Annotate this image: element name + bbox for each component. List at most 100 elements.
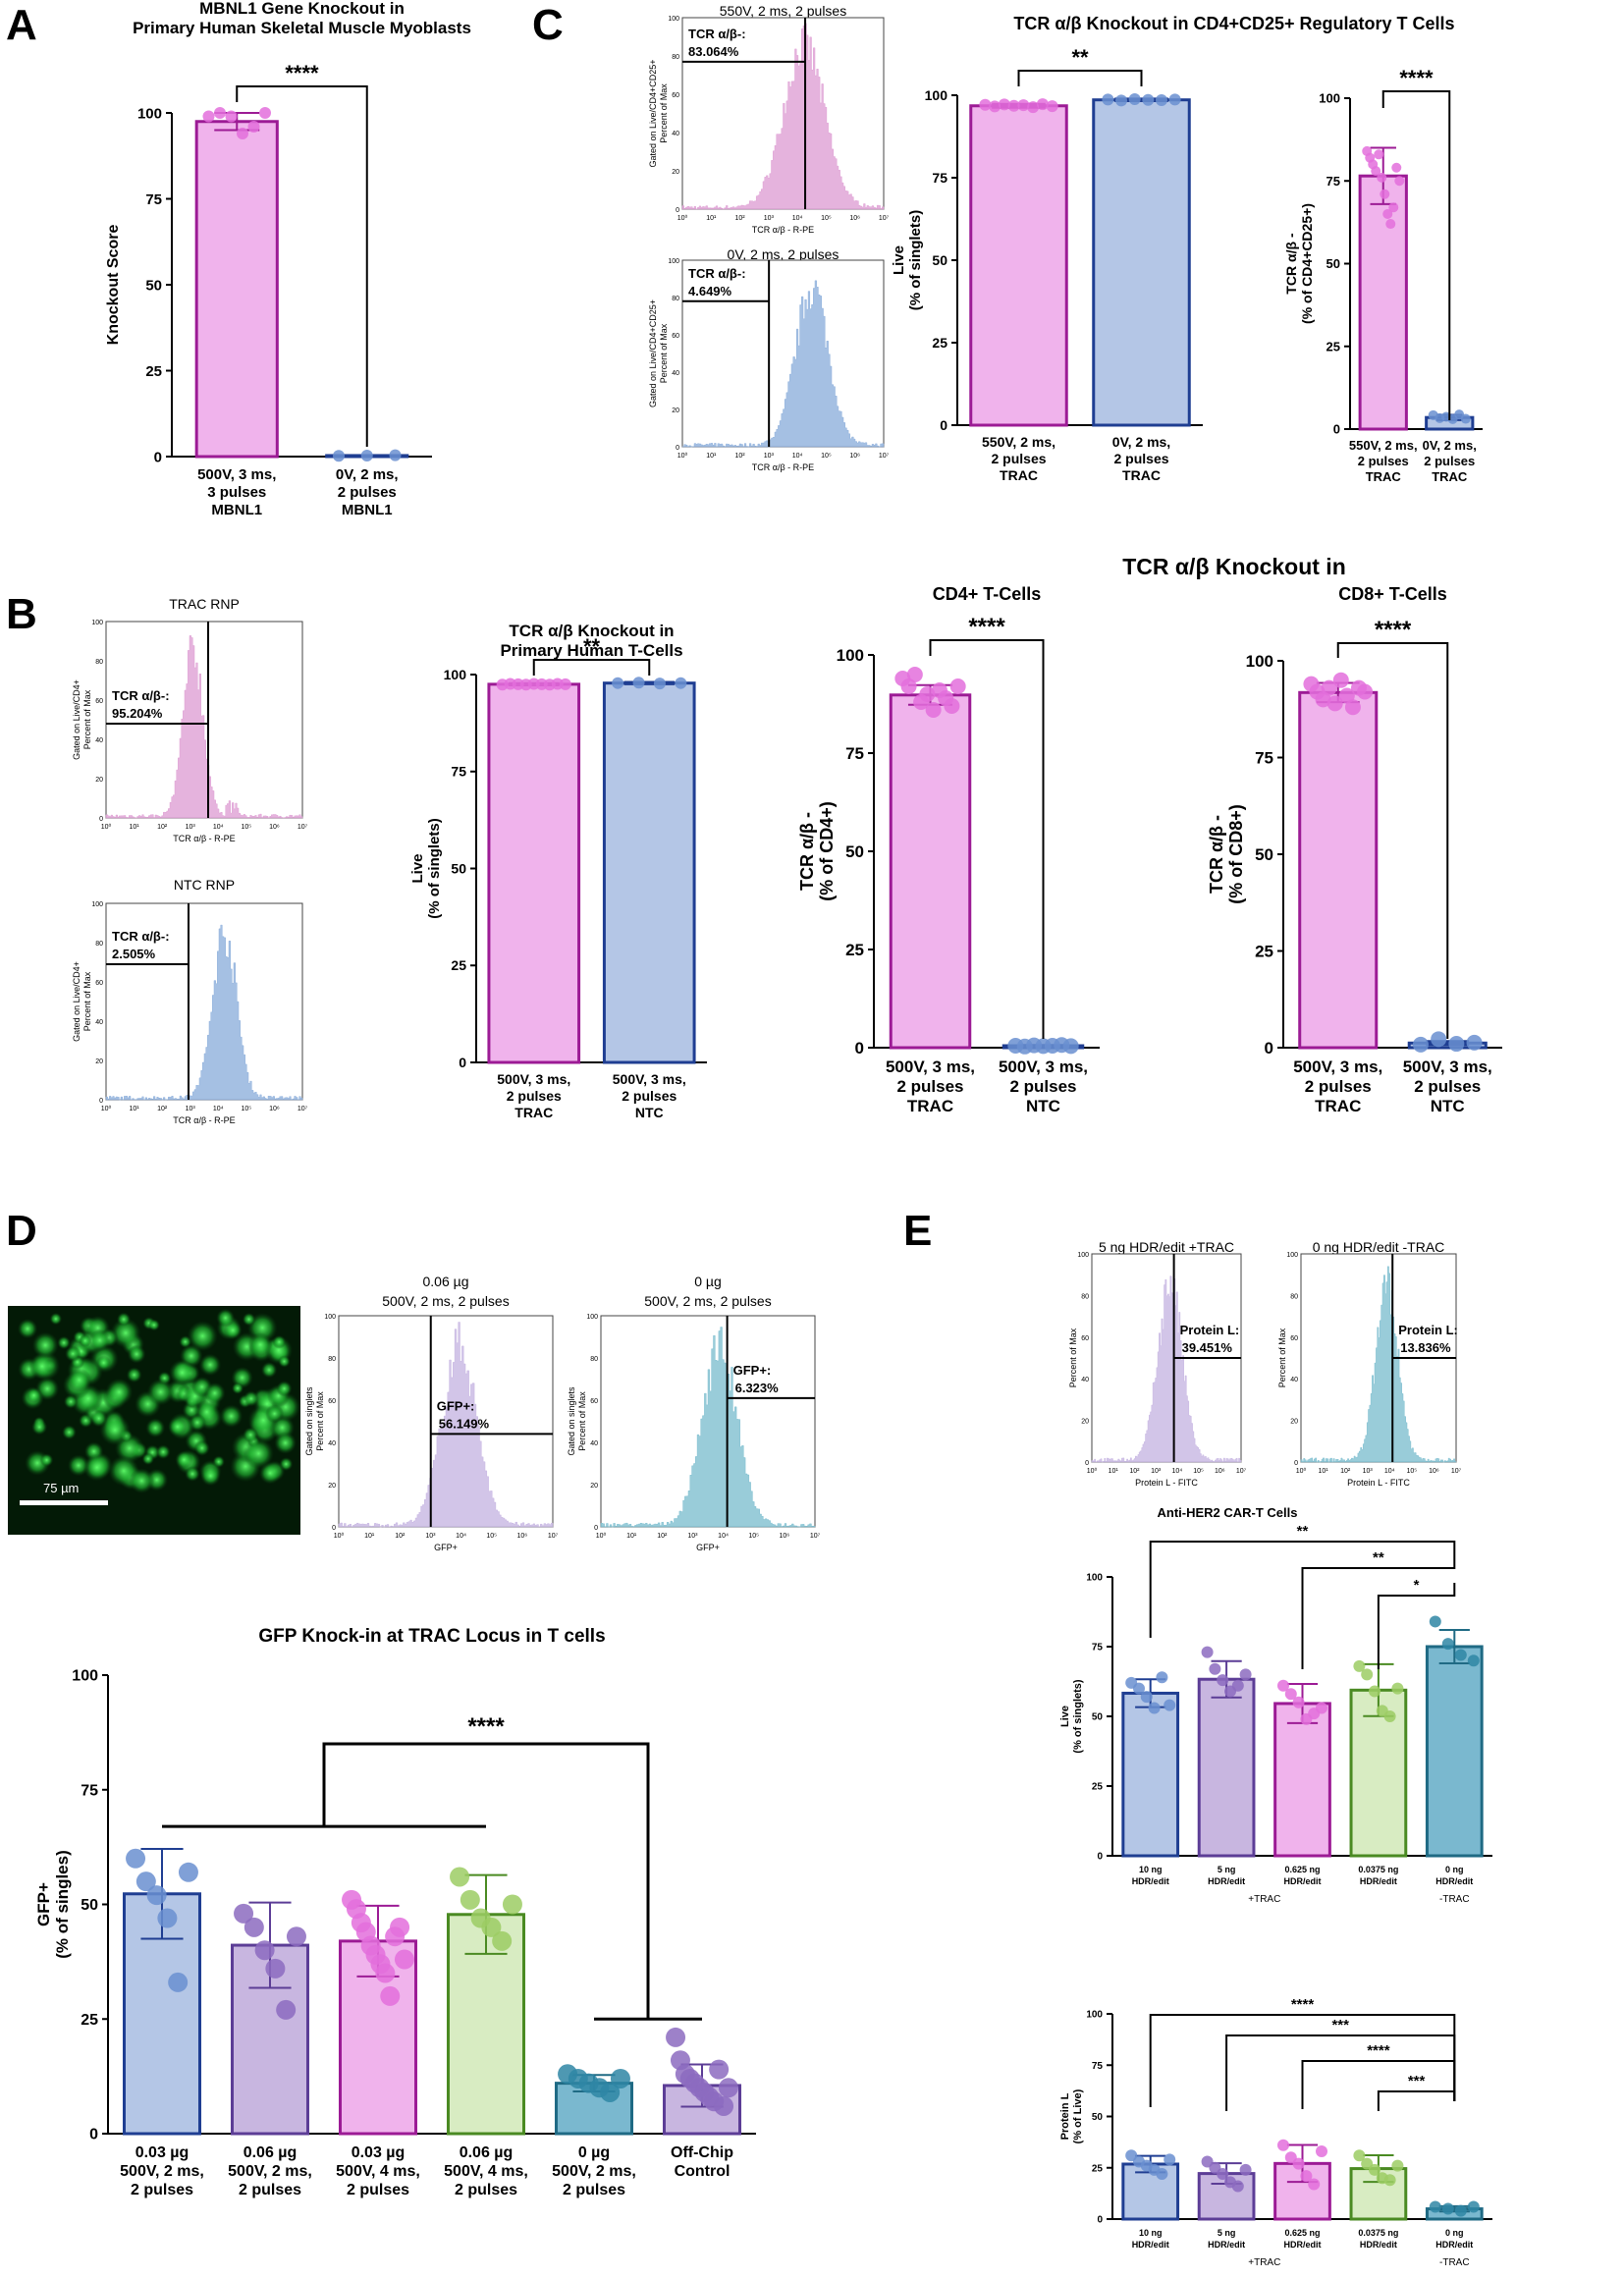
x-tick-label: 10⁵ xyxy=(242,824,252,831)
y-tick-label: 80 xyxy=(672,54,679,61)
histogram-6: 0 µg 500V, 2 ms, 2 pulses GFP+: 6.323% 10⁰ 10… xyxy=(567,1274,821,1552)
histogram-distribution xyxy=(105,924,303,1101)
panel-c-title: TCR α/β Knockout in CD4+CD25+ Regulatory… xyxy=(1013,14,1454,33)
gate-value: 4.649% xyxy=(688,284,732,298)
category-label: 500V, 3 ms, xyxy=(497,1071,570,1087)
chart-title: CD4+ T-Cells xyxy=(933,584,1042,604)
y-tick-label: 0 xyxy=(459,1055,466,1070)
cell-blob xyxy=(105,1378,134,1406)
x-tick-label: 10⁶ xyxy=(849,453,860,460)
category-label: 500V, 2 ms, xyxy=(120,2163,204,2180)
y-tick-label: 50 xyxy=(1092,2112,1104,2123)
data-point xyxy=(390,1917,410,1937)
cell-blob xyxy=(99,1414,131,1446)
category-label: TRAC xyxy=(1000,467,1038,483)
category-label: 500V, 3 ms, xyxy=(1403,1058,1492,1076)
y-axis-label-2: (% of CD4+CD25+) xyxy=(1299,203,1315,324)
y-tick-label: 50 xyxy=(1092,1712,1104,1723)
significance-label: **** xyxy=(968,614,1005,640)
y-tick-label: 60 xyxy=(672,333,679,340)
y-tick-label: 50 xyxy=(1326,256,1340,271)
data-point xyxy=(1292,2157,1305,2170)
bar xyxy=(1092,98,1191,427)
y-tick-label: 80 xyxy=(95,941,103,948)
y-tick-label: 50 xyxy=(932,252,947,268)
bar xyxy=(1358,174,1408,431)
x-tick-label: 10⁶ xyxy=(517,1533,528,1540)
cell-blob xyxy=(219,1404,244,1429)
data-point xyxy=(906,667,923,682)
data-point xyxy=(1429,2200,1441,2213)
x-tick-label: 10¹ xyxy=(706,453,717,460)
x-tick-label: 10⁷ xyxy=(810,1533,821,1540)
category-label: 0 µg xyxy=(578,2144,610,2161)
group-label: -TRAC xyxy=(1439,1894,1470,1905)
cell-blob xyxy=(155,1444,171,1460)
panel-label-c: C xyxy=(532,1,564,49)
histogram-ylabel-1: Gated on Live/CD4+CD25+ xyxy=(648,299,658,407)
histogram-distribution xyxy=(105,635,303,819)
y-tick-label: 25 xyxy=(932,335,947,351)
category-label: HDR/edit xyxy=(1208,2240,1245,2250)
data-point xyxy=(394,1949,414,1970)
data-point xyxy=(1168,93,1181,106)
data-point xyxy=(375,1963,396,1983)
cell-blob xyxy=(63,1394,79,1409)
data-point xyxy=(1036,98,1049,111)
category-label: 500V, 3 ms, xyxy=(613,1071,686,1087)
data-point xyxy=(502,1894,522,1915)
data-point xyxy=(1300,2170,1313,2183)
data-point xyxy=(1132,1682,1145,1695)
cell-blob xyxy=(126,1367,142,1383)
data-point xyxy=(202,110,215,123)
y-tick-label: 25 xyxy=(451,957,466,973)
x-tick-label: 10¹ xyxy=(1319,1468,1329,1475)
cell-blob xyxy=(89,1409,108,1428)
x-tick-label: 10⁰ xyxy=(101,1105,112,1112)
category-label: 0V, 2 ms, xyxy=(1112,434,1170,450)
significance-label: *** xyxy=(1331,2017,1349,2034)
chart-subtitle: Primary Human Skeletal Muscle Myoblasts xyxy=(133,19,471,37)
category-label: 5 ng xyxy=(1218,1865,1236,1874)
y-tick-label: 25 xyxy=(1092,1782,1104,1793)
category-label: 500V, 2 ms, xyxy=(552,2163,636,2180)
y-tick-label: 0 xyxy=(1085,1460,1089,1467)
cell-blob xyxy=(31,1331,59,1359)
y-tick-label: 0 xyxy=(1097,1852,1103,1863)
chart-c2: 0 25 50 75 100 TCR α/β - (% of CD4+CD25+) 550V,… xyxy=(1283,66,1483,484)
gate-value: 56.149% xyxy=(439,1416,490,1431)
cell-blob xyxy=(243,1390,259,1407)
chart-e2: 0 25 50 75 100 Protein L (% of Live) 10 ng HDR/e… xyxy=(1059,1996,1492,2268)
category-label: 10 ng xyxy=(1139,2228,1163,2238)
y-tick-label: 60 xyxy=(95,980,103,987)
histogram-ylabel-2: Percent of Max xyxy=(82,689,92,749)
cell-blob xyxy=(169,1359,196,1386)
cell-blob xyxy=(147,1319,160,1331)
x-tick-label: 10¹ xyxy=(364,1533,375,1540)
histogram-distribution xyxy=(1300,1266,1457,1463)
data-point xyxy=(998,98,1010,111)
significance-bracket xyxy=(929,639,1045,1039)
data-point xyxy=(1431,1031,1447,1048)
data-point xyxy=(1368,2163,1380,2176)
data-point xyxy=(254,1940,275,1961)
cell-blob xyxy=(200,1465,221,1487)
data-point xyxy=(979,98,992,111)
cell-blob xyxy=(185,1466,200,1482)
y-tick-label: 100 xyxy=(668,16,679,23)
y-tick-label: 60 xyxy=(1081,1335,1089,1342)
data-point xyxy=(989,100,1001,113)
histogram-subtitle: 500V, 2 ms, 2 pulses xyxy=(644,1293,771,1309)
gate-value: 83.064% xyxy=(688,44,739,59)
y-tick-label: 100 xyxy=(1246,652,1273,671)
group-label: +TRAC xyxy=(1248,1894,1280,1905)
histogram-ylabel-1: Gated on singlets xyxy=(567,1386,576,1456)
cell-blob xyxy=(198,1353,222,1377)
y-tick-label: 25 xyxy=(81,2012,98,2029)
y-tick-label: 75 xyxy=(1092,2061,1104,2072)
y-tick-label: 60 xyxy=(95,698,103,705)
data-point xyxy=(126,1848,146,1869)
y-tick-label: 50 xyxy=(451,860,466,876)
bar xyxy=(1197,1677,1256,1858)
